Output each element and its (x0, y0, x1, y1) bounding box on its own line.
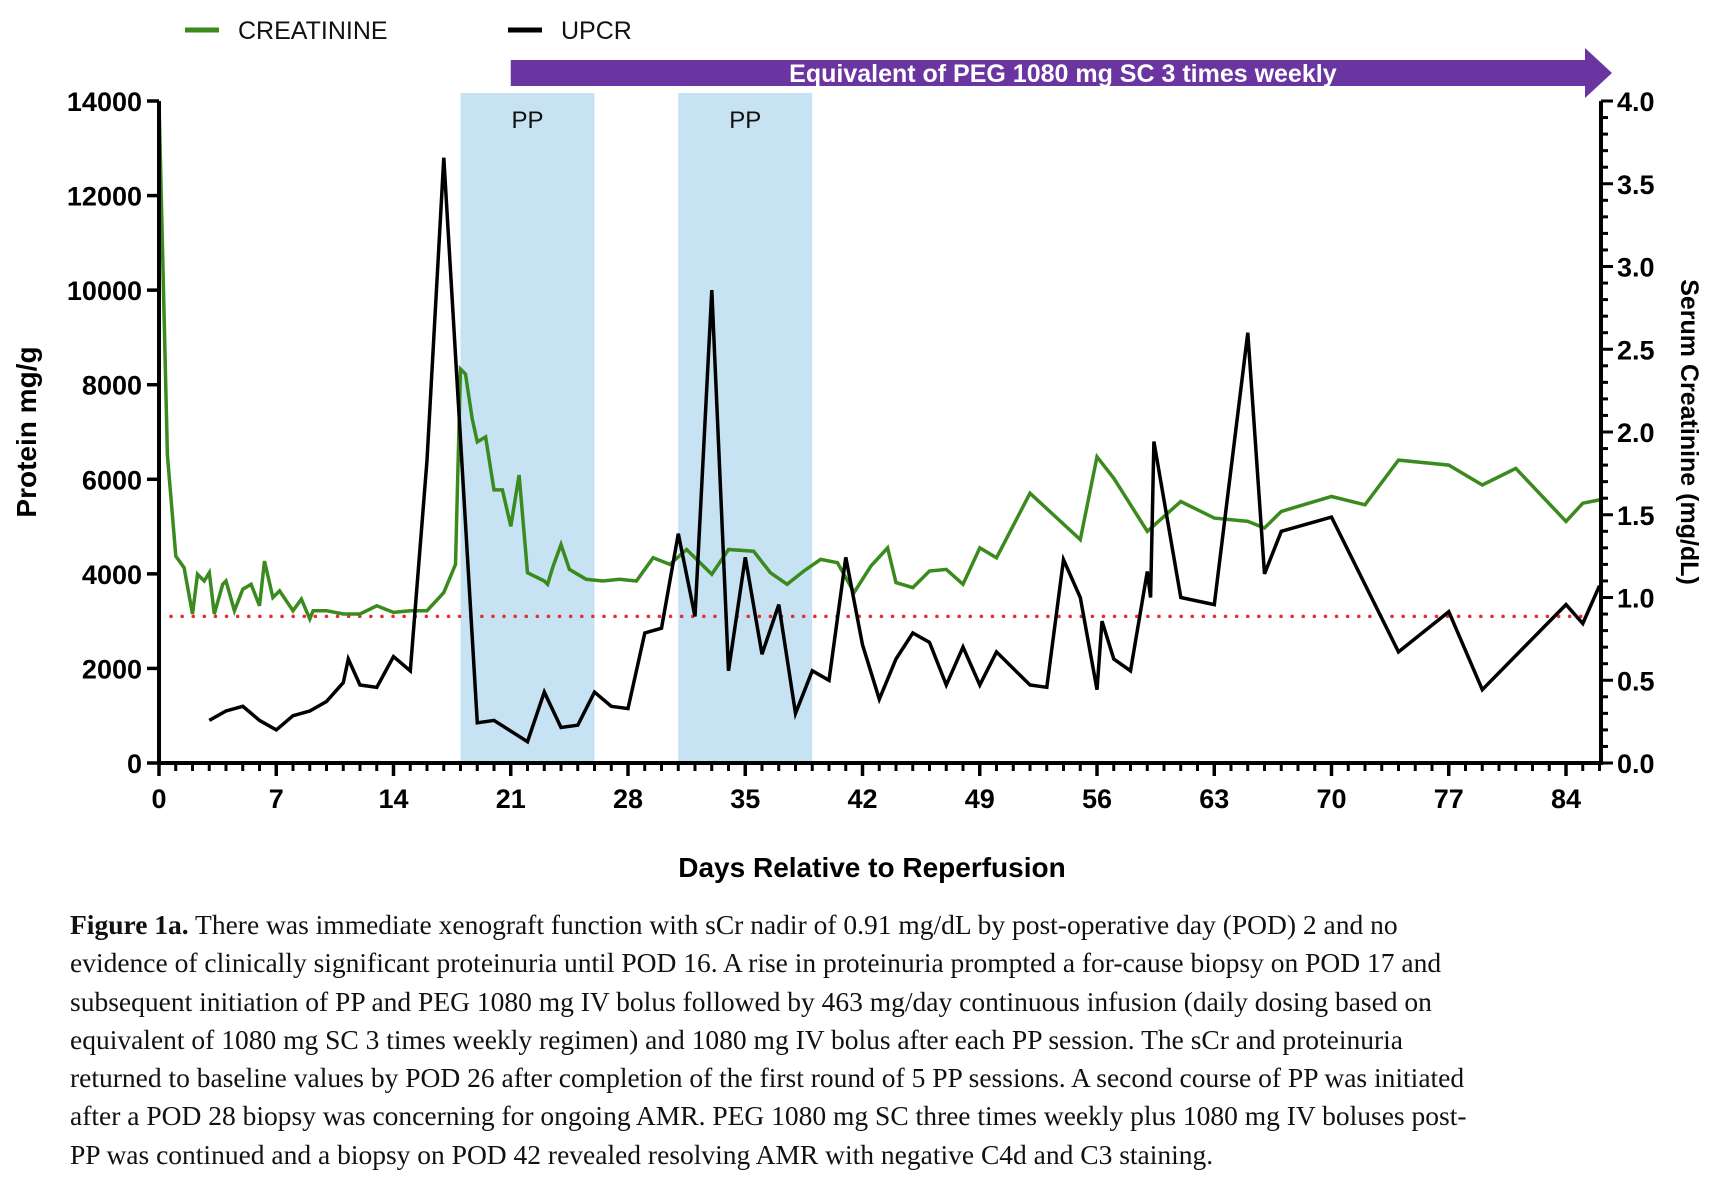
y2-tick-label: 0.0 (1617, 749, 1655, 779)
caption-line-3: subsequent initiation of PP and PEG 1080… (70, 985, 1432, 1017)
y-tick-label: 2000 (82, 654, 142, 684)
y2-tick-label: 1.5 (1617, 501, 1655, 531)
y2-tick-label: 2.0 (1617, 418, 1655, 448)
x-tick-label: 77 (1434, 784, 1464, 814)
figure-caption: Figure 1a. There was immediate xenograft… (70, 906, 1710, 1174)
caption-lead: Figure 1a. (70, 909, 189, 940)
pp-label: PP (511, 107, 543, 134)
x-tick-label: 14 (378, 784, 408, 814)
legend-label-upcr: UPCR (561, 17, 632, 45)
x-tick-label: 7 (269, 784, 284, 814)
x-tick-label: 56 (1082, 784, 1112, 814)
y2-axis-title: Serum Creatinine (mg/dL) (1675, 279, 1703, 585)
x-axis-title: Days Relative to Reperfusion (678, 852, 1065, 883)
legend-label-creatinine: CREATININE (238, 17, 388, 45)
caption-line-6: after a POD 28 biopsy was concerning for… (70, 1100, 1467, 1132)
y2-tick-label: 2.5 (1617, 335, 1655, 365)
y2-tick-label: 3.0 (1617, 253, 1655, 283)
x-tick-label: 35 (730, 784, 760, 814)
caption-line-5: returned to baseline values by POD 26 af… (70, 1062, 1465, 1094)
caption-line-4: equivalent of 1080 mg SC 3 times weekly … (70, 1023, 1403, 1055)
caption-line-2: evidence of clinically significant prote… (70, 947, 1442, 979)
series-line-upcr (208, 157, 1602, 745)
y-tick-label: 12000 (67, 182, 142, 212)
y2-tick-label: 0.5 (1617, 666, 1655, 696)
y-tick-label: 4000 (82, 560, 142, 590)
peg-arrow (510, 48, 1612, 98)
series-line-creatinine (157, 100, 1600, 624)
y-tick-label: 6000 (82, 465, 142, 495)
x-tick-label: 42 (847, 784, 877, 814)
y-tick-label: 8000 (82, 371, 142, 401)
x-tick-label: 84 (1551, 784, 1581, 814)
y-tick-label: 10000 (67, 276, 142, 306)
x-tick-label: 28 (613, 784, 643, 814)
caption-line-7: PP was continued and a biopsy on POD 42 … (70, 1138, 1214, 1170)
y2-tick-label: 3.5 (1617, 170, 1655, 200)
pp-shaded-region (678, 93, 813, 763)
caption-line-1: Figure 1a. There was immediate xenograft… (70, 906, 1710, 944)
x-tick-label: 63 (1199, 784, 1229, 814)
pp-label: PP (729, 107, 761, 134)
y-tick-label: 14000 (67, 87, 142, 117)
x-tick-label: 0 (151, 784, 166, 814)
x-tick-label: 70 (1316, 784, 1346, 814)
x-tick-label: 21 (496, 784, 526, 814)
y-tick-label: 0 (127, 749, 142, 779)
y-axis-title: Protein mg/g (11, 346, 42, 517)
y2-tick-label: 4.0 (1617, 87, 1655, 117)
peg-arrow-label: Equivalent of PEG 1080 mg SC 3 times wee… (789, 60, 1337, 88)
caption-text: There was immediate xenograft function w… (188, 909, 1398, 940)
pp-shaded-region (460, 93, 595, 763)
chart: PP PP Equivalent of PEG 1080 mg SC 3 times… (11, 17, 1703, 883)
y2-tick-label: 1.0 (1617, 584, 1655, 614)
x-tick-label: 49 (965, 784, 995, 814)
